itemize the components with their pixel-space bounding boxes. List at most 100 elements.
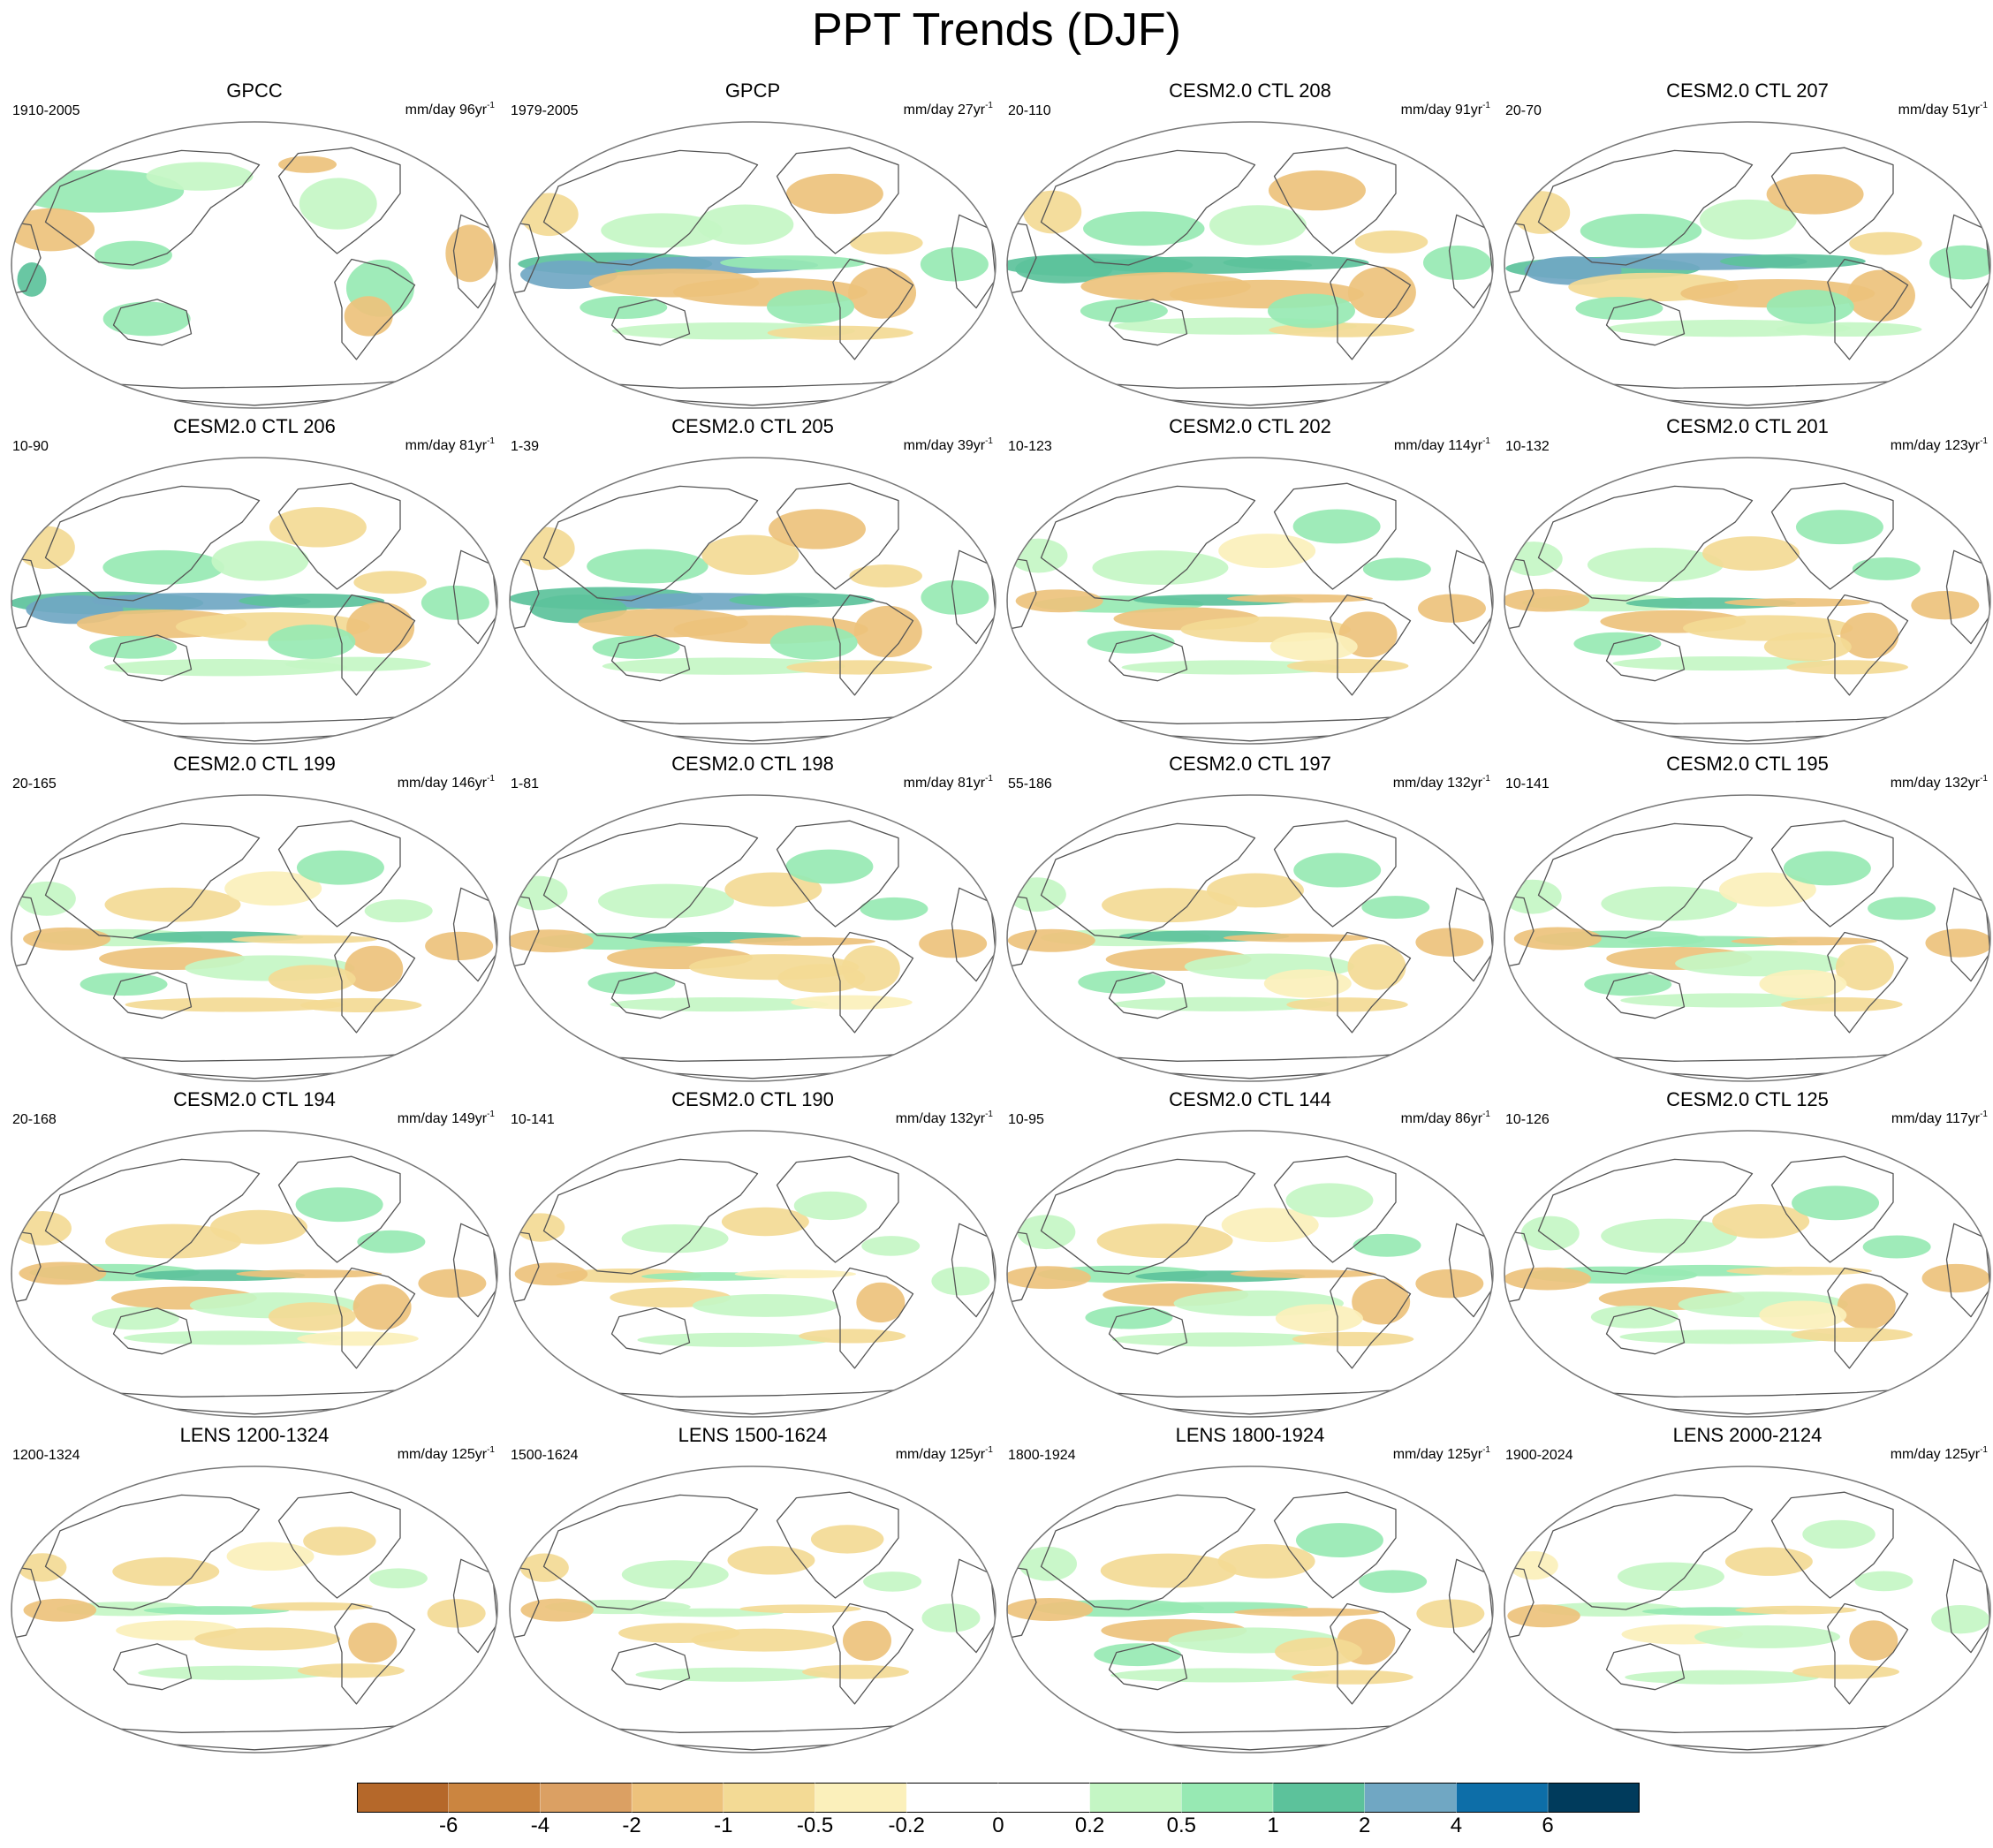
panel-units: mm/day [1890, 438, 1945, 453]
trend-patch [1361, 896, 1430, 920]
coastline [1040, 485, 1256, 602]
colorbar [357, 1783, 1640, 1813]
coastline [510, 894, 540, 968]
trend-patch [16, 526, 75, 570]
colorbar-swatch [540, 1783, 633, 1813]
trend-patch [1724, 598, 1870, 607]
coastline [1273, 147, 1397, 254]
trend-patch [1286, 658, 1409, 673]
coastline [277, 482, 401, 590]
coastline [1537, 822, 1754, 939]
trend-patch [1017, 1215, 1076, 1250]
colorbar-swatch [357, 1783, 450, 1813]
trend-patch [299, 997, 422, 1013]
panel-units: mm/day [405, 102, 459, 117]
trend-patch [1868, 897, 1936, 920]
coastline [1537, 1158, 1754, 1275]
trend-patch [1702, 536, 1800, 572]
panel-trend-exponent: -1 [985, 1445, 993, 1455]
trend-patch [1846, 269, 1915, 322]
map-canvas [509, 1466, 996, 1753]
panel-trend-exponent: -1 [487, 774, 495, 784]
panel-units-trend: mm/day 81yr-1 [405, 433, 495, 455]
panel-units-trend: mm/day 132yr-1 [1393, 770, 1490, 792]
trend-patch [720, 255, 867, 270]
map-canvas [1504, 457, 1991, 745]
map-panel: GPCP 1979-2005 mm/day 27yr-1 [505, 80, 1000, 415]
coastline [1040, 149, 1256, 266]
trend-patch [12, 1211, 72, 1246]
coastline [776, 482, 899, 590]
panel-title: CESM2.0 CTL 195 [1666, 753, 1829, 775]
map-panel: LENS 2000-2124 1900-2024 mm/day 125yr-1 [1500, 1424, 1993, 1760]
coastline [1108, 1307, 1188, 1355]
coastline [334, 594, 416, 696]
coastline [1330, 258, 1412, 360]
map-canvas [11, 121, 498, 409]
trend-patch [1759, 969, 1847, 999]
coastline [776, 1155, 899, 1263]
panel-trend: 96yr [458, 102, 488, 117]
panel-title: CESM2.0 CTL 194 [173, 1088, 336, 1110]
coastline [1827, 594, 1909, 696]
panel-period: 10-95 [1008, 1112, 1044, 1127]
panel-title: GPCC [226, 80, 283, 102]
trend-patch [1590, 1305, 1679, 1329]
panel-units: mm/day [895, 1447, 951, 1462]
trend-patch [1852, 557, 1921, 580]
panel-title: CESM2.0 CTL 207 [1666, 80, 1829, 102]
trend-patch [364, 899, 433, 923]
map-panel: CESM2.0 CTL 198 1-81 mm/day 81yr-1 [505, 753, 1000, 1088]
trend-patch [236, 1269, 383, 1278]
panel-trend: 39yr [957, 438, 986, 453]
panel-trend: 27yr [957, 102, 986, 117]
map-canvas [509, 1130, 996, 1418]
trend-patch [860, 897, 928, 920]
trend-patch [516, 526, 575, 571]
coastline [277, 1155, 401, 1263]
panel-trend-exponent: -1 [1980, 1110, 1988, 1119]
trend-patch [368, 1568, 428, 1589]
trend-patch [94, 240, 172, 270]
trend-patch [785, 173, 883, 215]
panel-period: 20-165 [12, 776, 57, 791]
trend-patch [1083, 211, 1205, 246]
trend-patch [1286, 997, 1408, 1012]
trend-patch [1295, 1523, 1383, 1558]
panel-period: 20-70 [1505, 103, 1542, 118]
trend-patch [1092, 550, 1229, 586]
trend-patch [842, 1620, 891, 1662]
trend-patch [124, 1330, 343, 1345]
trend-patch [1347, 943, 1406, 990]
trend-patch [768, 509, 866, 549]
trend-patch [89, 635, 178, 659]
trend-patch [519, 193, 579, 237]
map-border [1006, 1466, 1494, 1753]
panel-title: CESM2.0 CTL 202 [1169, 415, 1331, 437]
coastline [1330, 594, 1412, 696]
trend-patch [597, 883, 734, 919]
trend-patch [1504, 879, 1562, 914]
map-border [509, 1130, 996, 1418]
trend-patch [23, 1598, 97, 1622]
coastline [1504, 221, 1535, 295]
trend-patch [1111, 1332, 1331, 1347]
panel-units-trend: mm/day 125yr-1 [1393, 1442, 1490, 1464]
trend-patch [146, 162, 254, 191]
trend-patch [105, 1223, 242, 1259]
trend-patch [268, 1302, 356, 1331]
trend-patch [1080, 299, 1168, 322]
coastline [112, 1307, 193, 1355]
coastline [1827, 258, 1909, 360]
map-panel: GPCC 1910-2005 mm/day 96yr-1 [7, 80, 502, 415]
coastline [1330, 931, 1412, 1034]
trend-patch [785, 849, 874, 884]
colorbar-swatch [1181, 1783, 1274, 1813]
trend-patch [1293, 852, 1382, 888]
trend-patch [1862, 1235, 1931, 1259]
coastline [44, 1158, 261, 1275]
panel-units-trend: mm/day 132yr-1 [896, 1106, 993, 1128]
map-canvas [1006, 1130, 1494, 1418]
trend-patch [621, 1223, 729, 1253]
trend-patch [1766, 289, 1854, 324]
